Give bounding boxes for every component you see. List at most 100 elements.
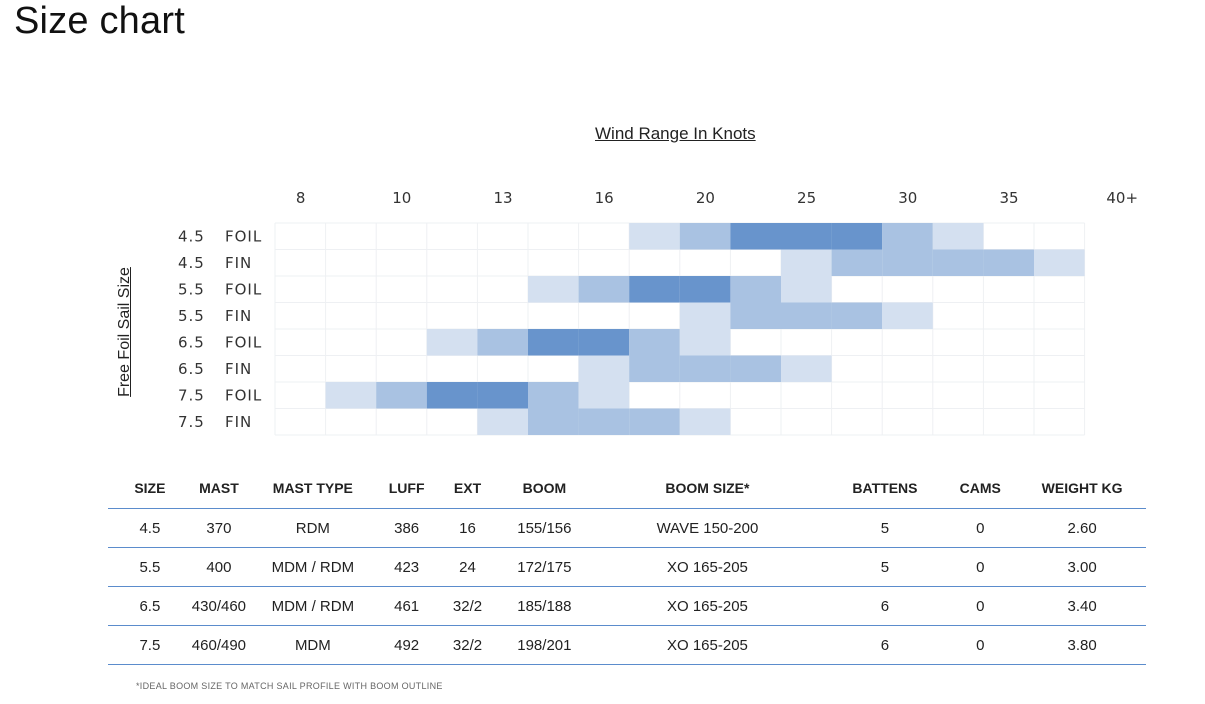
table-cell: 5 (827, 547, 943, 587)
table-cell: MDM (246, 625, 380, 665)
table-cell: 0 (942, 508, 1019, 548)
column-header: CAMS (959, 480, 1001, 496)
heatmap-cell (781, 302, 832, 329)
table-cell: 370 (191, 508, 247, 548)
heatmap-cell (528, 408, 579, 435)
table-cell: MDM / RDM (246, 547, 380, 587)
row-label-size: 5.5 (178, 280, 205, 298)
heatmap-cell (578, 276, 630, 303)
table-cell: 400 (191, 547, 247, 587)
heatmap-cell (477, 382, 528, 409)
x-tick-label: 20 (696, 189, 715, 207)
heatmap-cell (781, 276, 832, 303)
row-label-type: FIN (225, 307, 252, 325)
row-label-type: FOIL (225, 227, 262, 245)
table-cell: 7.5 (108, 625, 192, 665)
table-cell: 386 (379, 508, 434, 548)
column-header: BOOM SIZE* (665, 480, 750, 496)
table-cell: 155/156 (501, 508, 588, 548)
row-label-size: 4.5 (178, 227, 205, 245)
heatmap-cell (882, 223, 933, 250)
table-cell: 198/201 (501, 625, 588, 665)
heatmap-cell (1034, 249, 1085, 276)
heatmap-cell (629, 329, 680, 356)
table-cell: 2.60 (1018, 508, 1146, 548)
heatmap-cell (477, 329, 528, 356)
heatmap-cell (578, 329, 630, 356)
heatmap-cell (831, 302, 883, 329)
table-cell: 0 (942, 547, 1019, 587)
page-title: Size chart (14, 0, 185, 42)
x-tick-label: 10 (392, 189, 411, 207)
heatmap-cell (578, 382, 630, 409)
table-row: 6.5 430/460 MDM / RDM 461 32/2 185/188 XO 165-… (108, 586, 1146, 626)
row-label-size: 6.5 (178, 360, 205, 378)
heatmap-cell (376, 382, 427, 409)
heatmap-cell (730, 355, 781, 382)
heatmap-cell (932, 223, 984, 250)
heatmap-cell (679, 408, 731, 435)
row-label-type: FIN (225, 360, 252, 378)
table-cell: 6 (827, 586, 943, 626)
table-cell: RDM (246, 508, 380, 548)
x-tick-label: 13 (493, 189, 512, 207)
heatmap-cell (932, 249, 984, 276)
heatmap-cell (629, 355, 680, 382)
row-label-size: 7.5 (178, 386, 205, 404)
table-row: 7.5 460/490 MDM 492 32/2 198/201 XO 165-205 6 0 3… (108, 625, 1146, 665)
row-label-type: FIN (225, 254, 252, 272)
table-cell: 24 (433, 547, 502, 587)
heatmap-cell (730, 302, 781, 329)
x-tick-label: 8 (296, 189, 306, 207)
heatmap-cell (477, 408, 528, 435)
spec-table-header: SIZE MAST MAST TYPE LUFF EXT BOOM BOOM SIZE* BA… (108, 468, 1146, 509)
column-header: BATTENS (852, 480, 918, 496)
x-tick-label: 25 (797, 189, 816, 207)
heatmap-cell (679, 223, 731, 250)
heatmap-cell (578, 408, 630, 435)
table-cell: 5 (827, 508, 943, 548)
table-cell: 3.40 (1018, 586, 1146, 626)
column-header: MAST TYPE (272, 480, 353, 496)
heatmap-cell (831, 223, 883, 250)
table-cell: 32/2 (433, 625, 502, 665)
table-cell: 6.5 (108, 586, 192, 626)
table-cell: XO 165-205 (587, 547, 828, 587)
heatmap-cell (730, 223, 781, 250)
table-row: 4.5 370 RDM 386 16 155/156 WAVE 150-200 5 0 2.60 (108, 508, 1146, 548)
table-cell: XO 165-205 (587, 586, 828, 626)
column-header: BOOM (522, 480, 567, 496)
heatmap-cell (578, 355, 630, 382)
heatmap-cell (679, 355, 731, 382)
heatmap-cell (528, 382, 579, 409)
table-cell: XO 165-205 (587, 625, 828, 665)
row-label-size: 5.5 (178, 307, 205, 325)
column-header: MAST (199, 480, 239, 496)
x-tick-label: 35 (999, 189, 1018, 207)
heatmap-cell (781, 249, 832, 276)
table-cell: 3.00 (1018, 547, 1146, 587)
heatmap-cell (679, 302, 731, 329)
row-label-type: FOIL (225, 333, 262, 351)
heatmap-cell (831, 249, 883, 276)
heatmap-cell (679, 329, 731, 356)
table-cell: 430/460 (191, 586, 247, 626)
table-cell: 6 (827, 625, 943, 665)
heatmap-cell (679, 276, 731, 303)
column-header: LUFF (388, 480, 425, 496)
x-tick-label: 16 (595, 189, 614, 207)
table-cell: 16 (433, 508, 502, 548)
heatmap-cell (730, 276, 781, 303)
row-label-size: 6.5 (178, 333, 205, 351)
heatmap-cell (528, 276, 579, 303)
heatmap-cell (629, 276, 680, 303)
table-cell: 32/2 (433, 586, 502, 626)
heatmap-cell (781, 223, 832, 250)
table-cell: 185/188 (501, 586, 588, 626)
footnote: *IDEAL BOOM SIZE TO MATCH SAIL PROFILE W… (136, 681, 443, 691)
heatmap-cell (426, 329, 478, 356)
chart-title: Wind Range In Knots (595, 124, 756, 143)
x-tick-label: 30 (898, 189, 917, 207)
table-cell: 461 (379, 586, 434, 626)
heatmap-cell (781, 355, 832, 382)
